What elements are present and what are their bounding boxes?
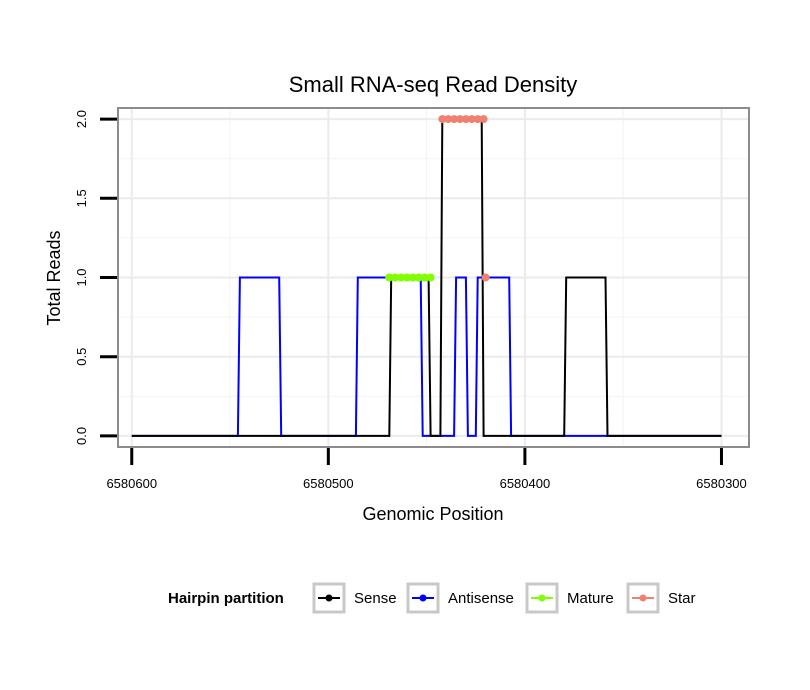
point-mature: [414, 273, 423, 282]
point-mature: [426, 273, 435, 282]
point-star: [473, 115, 482, 124]
point-star: [481, 273, 490, 282]
y-tick-label: 1.5: [74, 189, 89, 207]
y-axis-label: Total Reads: [44, 230, 64, 325]
legend-label-antisense: Antisense: [448, 590, 514, 607]
y-tick-label: 1.0: [74, 268, 89, 286]
legend: Hairpin partition Sense Antisense Mature St…: [168, 582, 696, 614]
x-tick-label: 6580600: [106, 476, 157, 491]
legend-key-point: [538, 594, 546, 602]
point-mature: [391, 273, 400, 282]
legend-label-sense: Sense: [354, 590, 397, 607]
x-tick-label: 6580500: [303, 476, 354, 491]
point-star: [461, 115, 470, 124]
point-star: [438, 115, 447, 124]
chart-title: Small RNA-seq Read Density: [289, 72, 578, 97]
x-axis-label: Genomic Position: [362, 504, 503, 524]
y-tick-label: 0.5: [74, 348, 89, 366]
x-axis: 6580600 6580500 6580400 6580300: [106, 448, 747, 491]
point-mature: [397, 273, 406, 282]
legend-key-point: [325, 594, 333, 602]
point-star: [456, 115, 465, 124]
point-mature: [385, 273, 394, 282]
x-tick-label: 6580300: [696, 476, 747, 491]
legend-key-point: [639, 594, 647, 602]
series-points: [385, 115, 490, 282]
y-tick-label: 2.0: [74, 110, 89, 128]
point-star: [450, 115, 459, 124]
legend-title: Hairpin partition: [168, 590, 284, 607]
point-mature: [420, 273, 429, 282]
point-star: [479, 115, 488, 124]
y-tick-label: 0.0: [74, 427, 89, 445]
point-star: [444, 115, 453, 124]
point-mature: [402, 273, 411, 282]
y-axis: 0.0 0.5 1.0 1.5 2.0: [74, 110, 117, 445]
legend-key-point: [419, 594, 427, 602]
legend-label-star: Star: [668, 590, 696, 607]
point-mature: [408, 273, 417, 282]
point-star: [467, 115, 476, 124]
x-tick-label: 6580400: [500, 476, 551, 491]
legend-label-mature: Mature: [567, 590, 614, 607]
plot-border: [117, 107, 750, 448]
